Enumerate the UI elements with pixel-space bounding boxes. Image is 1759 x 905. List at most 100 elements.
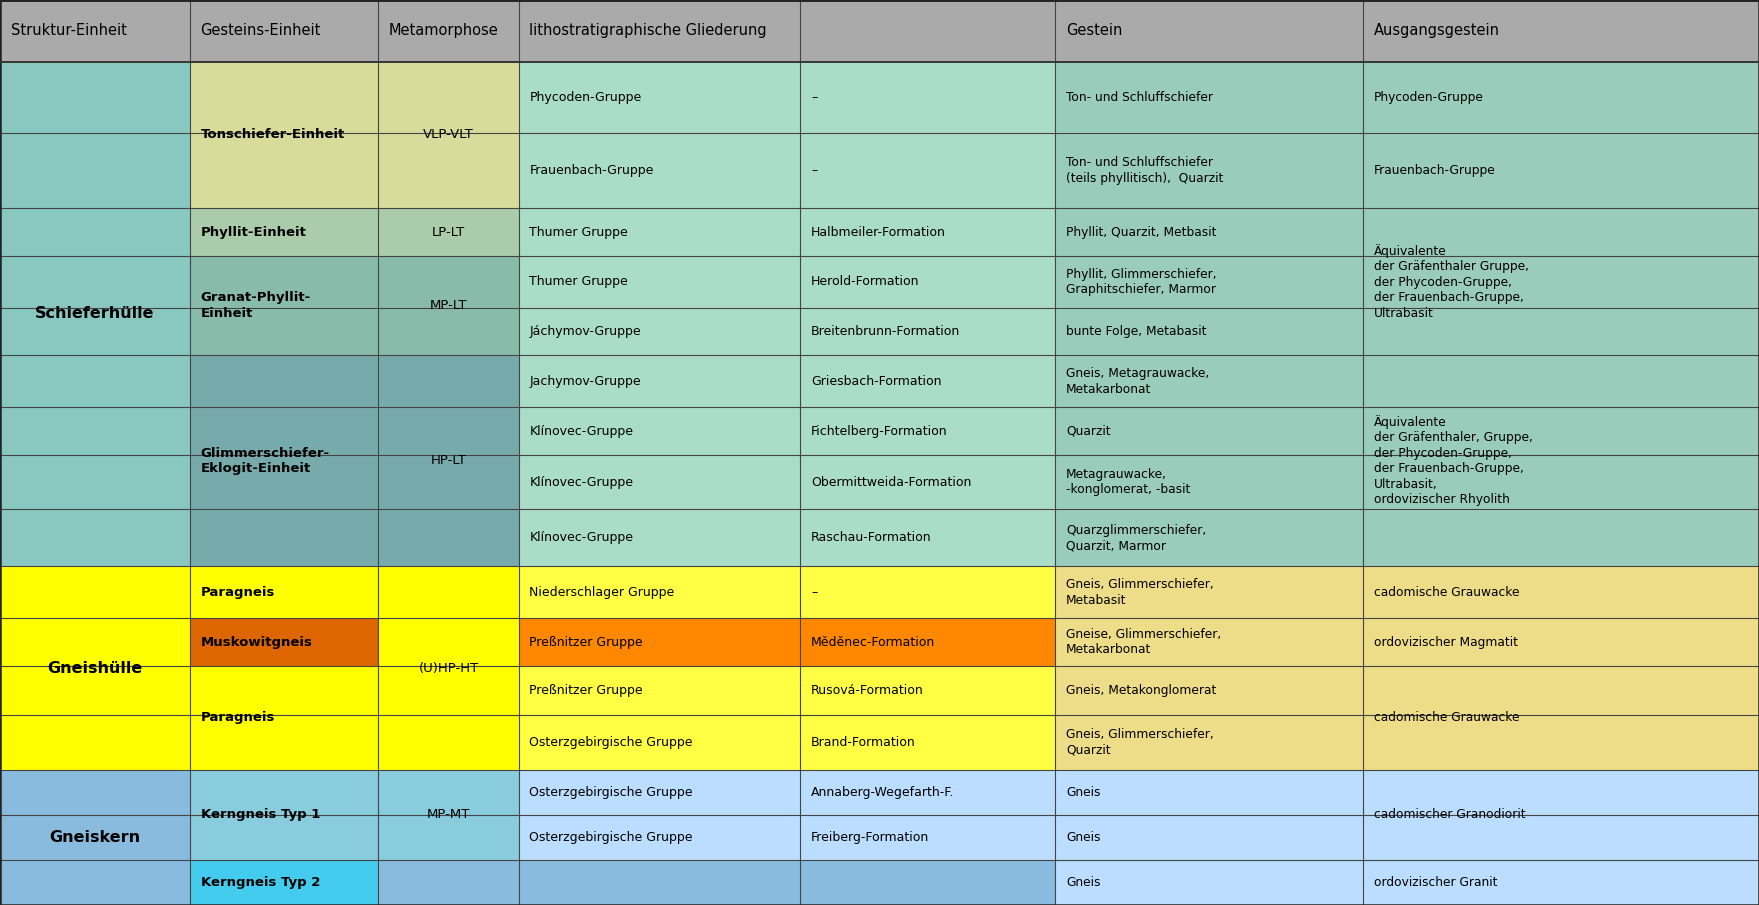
Bar (1055, 567, 1363, 618)
Bar (1055, 455, 1363, 510)
Bar (1363, 666, 1759, 716)
Bar (519, 510, 800, 567)
Text: Phyllit, Quarzit, Metbasit: Phyllit, Quarzit, Metbasit (1066, 225, 1217, 239)
Bar (519, 256, 800, 308)
Text: VLP-VLT: VLP-VLT (424, 129, 473, 141)
Bar (1363, 133, 1759, 208)
Text: Schieferhülle: Schieferhülle (35, 307, 155, 321)
Text: Osterzgebirgische Gruppe: Osterzgebirgische Gruppe (529, 736, 693, 749)
Text: Obermittweida-Formation: Obermittweida-Formation (811, 476, 971, 489)
Text: Osterzgebirgische Gruppe: Osterzgebirgische Gruppe (529, 831, 693, 844)
Bar (1363, 62, 1759, 133)
Text: ordovizischer Granit: ordovizischer Granit (1374, 876, 1497, 889)
Text: Paragneis: Paragneis (201, 586, 274, 599)
Bar (519, 62, 800, 133)
Bar (800, 815, 1055, 860)
Text: Phycoden-Gruppe: Phycoden-Gruppe (529, 90, 642, 103)
Bar (0, 567, 190, 618)
Bar (519, 455, 800, 510)
Bar (0, 815, 190, 860)
Bar (1363, 407, 1759, 455)
Text: Phycoden-Gruppe: Phycoden-Gruppe (1374, 90, 1483, 103)
Bar (190, 256, 378, 308)
Bar (1363, 0, 1759, 62)
Bar (0, 716, 190, 770)
Text: Griesbach-Formation: Griesbach-Formation (811, 375, 941, 388)
Bar (1363, 815, 1759, 860)
Text: Metagrauwacke,
-konglomerat, -basit: Metagrauwacke, -konglomerat, -basit (1066, 468, 1191, 496)
Bar (0, 133, 190, 208)
Bar (800, 860, 1055, 905)
Text: Kerngneis Typ 2: Kerngneis Typ 2 (201, 876, 320, 889)
Text: Äquivalente
der Gräfenthaler, Gruppe,
der Phycoden-Gruppe,
der Frauenbach-Gruppe: Äquivalente der Gräfenthaler, Gruppe, de… (1374, 415, 1532, 507)
Text: cadomischer Granodiorit: cadomischer Granodiorit (1374, 808, 1525, 822)
Text: Jachymov-Gruppe: Jachymov-Gruppe (529, 375, 640, 388)
Bar (0, 666, 190, 716)
Text: Ton- und Schluffschiefer: Ton- und Schluffschiefer (1066, 90, 1214, 103)
Bar (1363, 455, 1759, 510)
Bar (378, 770, 519, 860)
Bar (0, 256, 190, 308)
Bar (0, 770, 190, 815)
Text: Fichtelberg-Formation: Fichtelberg-Formation (811, 424, 948, 438)
Bar (1363, 770, 1759, 815)
Bar (519, 308, 800, 356)
Bar (0, 567, 190, 770)
Bar (190, 618, 378, 666)
Text: Tonschiefer-Einheit: Tonschiefer-Einheit (201, 129, 345, 141)
Text: ordovizischer Magmatit: ordovizischer Magmatit (1374, 635, 1518, 649)
Bar (190, 567, 378, 618)
Bar (190, 716, 378, 770)
Bar (190, 455, 378, 510)
Bar (0, 308, 190, 356)
Bar (519, 860, 800, 905)
Text: Frauenbach-Gruppe: Frauenbach-Gruppe (1374, 164, 1495, 177)
Text: Preßnitzer Gruppe: Preßnitzer Gruppe (529, 635, 644, 649)
Bar (800, 716, 1055, 770)
Bar (1363, 208, 1759, 356)
Bar (519, 133, 800, 208)
Bar (190, 62, 378, 133)
Bar (800, 618, 1055, 666)
Bar (1055, 666, 1363, 716)
Text: Gneiskern: Gneiskern (49, 830, 141, 845)
Bar (378, 666, 519, 716)
Bar (0, 860, 190, 905)
Bar (0, 62, 190, 567)
Bar (800, 770, 1055, 815)
Bar (519, 770, 800, 815)
Text: Freiberg-Formation: Freiberg-Formation (811, 831, 929, 844)
Text: Gneis: Gneis (1066, 786, 1101, 799)
Bar (800, 666, 1055, 716)
Text: Annaberg-Wegefarth-F.: Annaberg-Wegefarth-F. (811, 786, 955, 799)
Bar (190, 208, 378, 256)
Bar (800, 308, 1055, 356)
Bar (0, 62, 190, 133)
Bar (378, 407, 519, 455)
Bar (190, 308, 378, 356)
Bar (1363, 356, 1759, 407)
Text: –: – (811, 586, 818, 599)
Text: Thumer Gruppe: Thumer Gruppe (529, 275, 628, 289)
Bar (0, 407, 190, 455)
Bar (1363, 567, 1759, 618)
Bar (1363, 208, 1759, 256)
Text: Gneis, Glimmerschiefer,
Metabasit: Gneis, Glimmerschiefer, Metabasit (1066, 578, 1214, 606)
Bar (1055, 0, 1363, 62)
Bar (1363, 770, 1759, 860)
Bar (1055, 62, 1363, 133)
Bar (378, 455, 519, 510)
Bar (0, 356, 190, 407)
Text: Herold-Formation: Herold-Formation (811, 275, 920, 289)
Bar (190, 666, 378, 716)
Bar (0, 455, 190, 510)
Text: Äquivalente
der Gräfenthaler Gruppe,
der Phycoden-Gruppe,
der Frauenbach-Gruppe,: Äquivalente der Gräfenthaler Gruppe, der… (1374, 244, 1529, 319)
Text: Rusová-Formation: Rusová-Formation (811, 684, 923, 697)
Bar (190, 356, 378, 407)
Text: Paragneis: Paragneis (201, 711, 274, 724)
Bar (1055, 308, 1363, 356)
Bar (0, 208, 190, 256)
Bar (519, 815, 800, 860)
Bar (190, 510, 378, 567)
Bar (378, 716, 519, 770)
